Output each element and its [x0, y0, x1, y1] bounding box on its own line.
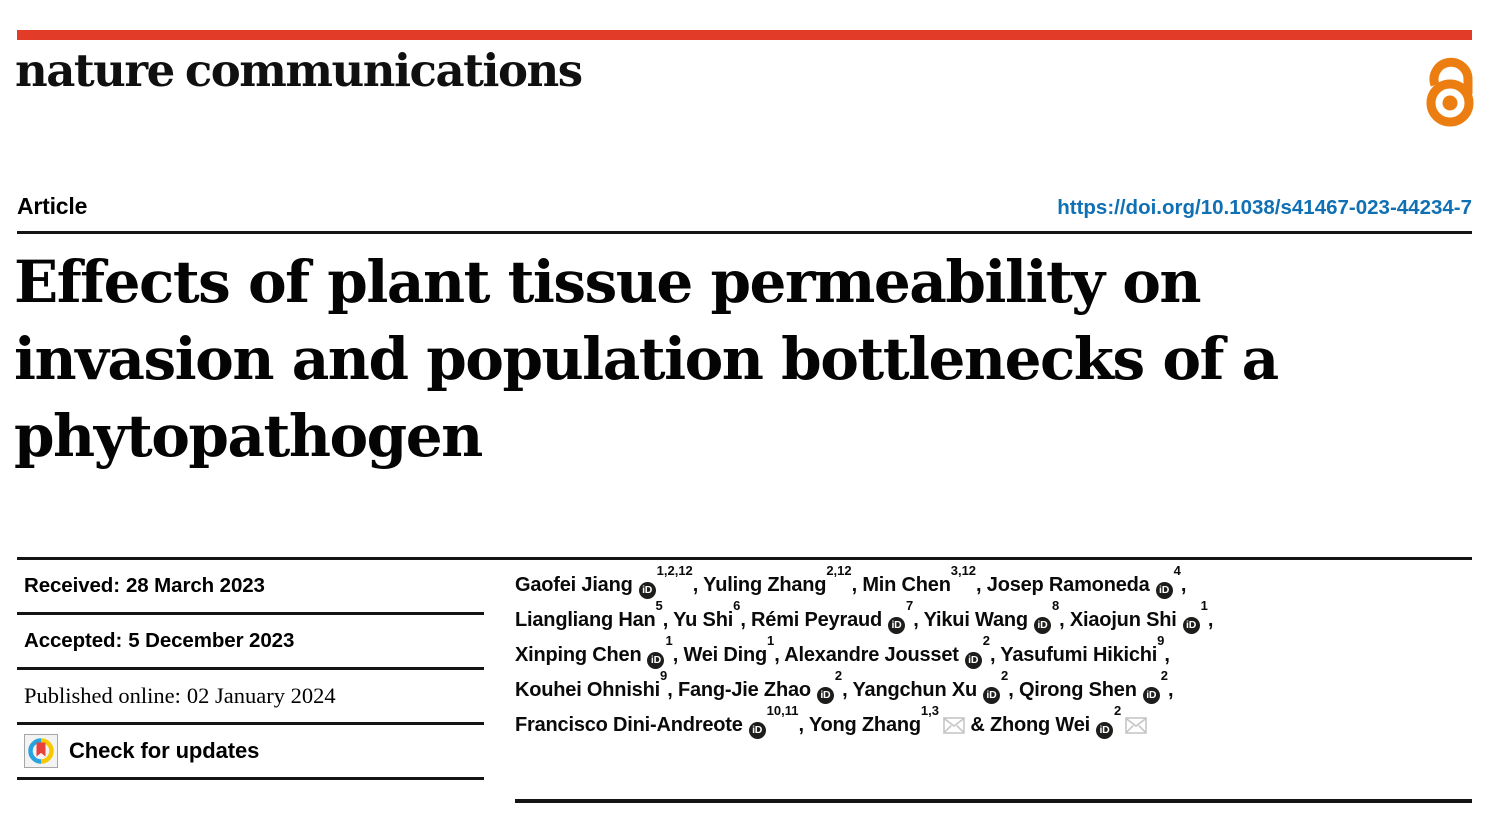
author-name: Xiaojun Shi iD1 [1070, 599, 1208, 634]
author-affiliation-superscript: 1,3 [920, 703, 939, 719]
published-date: 02 January 2024 [186, 683, 336, 708]
orcid-icon[interactable]: iD [638, 582, 656, 599]
metadata-column: Received: 28 March 2023 Accepted: 5 Dece… [17, 560, 484, 780]
author-affiliation-superscript: 1 [767, 633, 775, 649]
paper-title-line: Effects of plant tissue permeability on [14, 248, 1202, 316]
author-name: Yong Zhang1,3 [809, 704, 965, 736]
author-name: Yasufumi Hikichi9 [1000, 633, 1165, 666]
orcid-icon[interactable]: iD [1182, 617, 1200, 634]
open-access-icon [1422, 50, 1476, 128]
orcid-icon[interactable]: iD [888, 617, 906, 634]
author-list: Gaofei Jiang iD1,2,12, Yuling Zhang2,12, … [515, 560, 1473, 743]
author-name: Xinping Chen iD1 [515, 634, 673, 669]
accepted-label: Accepted: [24, 629, 123, 652]
author-name: Liangliang Han5 [515, 598, 663, 631]
orcid-icon[interactable]: iD [1142, 687, 1160, 704]
check-for-updates-label: Check for updates [69, 738, 260, 763]
doi-link[interactable]: https://doi.org/10.1038/s41467-023-44234… [1057, 196, 1472, 219]
orcid-icon[interactable]: iD [748, 722, 766, 739]
article-header-row: Article https://doi.org/10.1038/s41467-0… [17, 193, 1472, 220]
received-row: Received: 28 March 2023 [17, 560, 484, 615]
author-affiliation-superscript: 4 [1173, 563, 1181, 579]
author-affiliation-superscript: 2 [1160, 668, 1168, 684]
author-affiliation-superscript: 1 [1200, 598, 1208, 614]
author-affiliation-superscript: 2,12 [826, 563, 852, 579]
author-name: Zhong Wei iD2 [990, 704, 1148, 739]
author-affiliation-superscript: 2 [1000, 668, 1009, 684]
author-affiliation-superscript: 7 [906, 598, 914, 614]
author-name: Francisco Dini-Andreote iD10,11 [515, 704, 798, 739]
orcid-icon[interactable]: iD [1155, 582, 1173, 599]
received-date: 28 March 2023 [125, 574, 265, 597]
metadata-top-divider [17, 557, 1472, 560]
author-affiliation-superscript: 1 [665, 633, 673, 649]
author-affiliation-superscript: 2 [1114, 703, 1122, 719]
published-row: Published online: 02 January 2024 [17, 670, 484, 725]
author-name: Yuling Zhang2,12 [703, 563, 852, 596]
author-name: Yikui Wang iD8 [924, 599, 1059, 634]
author-name: Alexandre Jousset iD2 [784, 634, 990, 669]
author-affiliation-superscript: 5 [655, 598, 663, 614]
paper-title: Effects of plant tissue permeability on i… [14, 244, 1480, 475]
orcid-icon[interactable]: iD [982, 687, 1000, 704]
orcid-icon[interactable]: iD [647, 652, 665, 669]
author-affiliation-superscript: 3,12 [950, 563, 977, 579]
author-affiliation-superscript: 10,11 [766, 703, 799, 719]
accepted-row: Accepted: 5 December 2023 [17, 615, 484, 670]
author-name: Yangchun Xu iD2 [853, 669, 1008, 704]
author-name: Rémi Peyraud iD7 [751, 599, 913, 634]
email-icon[interactable] [943, 708, 965, 743]
masthead-rule [17, 30, 1472, 40]
orcid-icon[interactable]: iD [964, 652, 982, 669]
paper-title-line: phytopathogen [14, 402, 483, 470]
header-divider [17, 231, 1472, 234]
author-name: Min Chen3,12 [862, 563, 977, 596]
author-name: Wei Ding1 [683, 633, 775, 666]
author-name: Qirong Shen iD2 [1019, 669, 1168, 704]
orcid-icon[interactable]: iD [816, 687, 834, 704]
author-affiliation-superscript: 9 [659, 668, 668, 684]
author-name: Josep Ramoneda iD4 [987, 564, 1181, 599]
author-affiliation-superscript: 2 [982, 633, 990, 649]
received-label: Received: [24, 574, 120, 597]
check-for-updates-button[interactable]: Check for updates [17, 725, 484, 780]
author-affiliation-superscript: 2 [834, 668, 843, 684]
article-type-label: Article [17, 193, 88, 219]
email-icon[interactable] [1125, 708, 1148, 743]
authors-bottom-divider [515, 799, 1472, 803]
published-label: Published online: [24, 683, 181, 708]
journal-logo: nature communications [15, 44, 583, 97]
author-affiliation-superscript: 1,2,12 [656, 563, 693, 579]
author-affiliation-superscript: 6 [733, 598, 741, 614]
author-name: Yu Shi6 [673, 598, 741, 631]
author-name: Fang-Jie Zhao iD2 [678, 669, 842, 704]
orcid-icon[interactable]: iD [1033, 617, 1051, 634]
check-for-updates-icon [24, 734, 58, 768]
author-name: Kouhei Ohnishi9 [515, 668, 668, 701]
author-affiliation-superscript: 9 [1157, 633, 1165, 649]
author-affiliation-superscript: 8 [1051, 598, 1060, 614]
paper-title-line: invasion and population bottlenecks of a [14, 325, 1279, 393]
accepted-date: 5 December 2023 [128, 629, 295, 652]
orcid-icon[interactable]: iD [1096, 722, 1113, 739]
author-name: Gaofei Jiang iD1,2,12 [515, 564, 693, 599]
